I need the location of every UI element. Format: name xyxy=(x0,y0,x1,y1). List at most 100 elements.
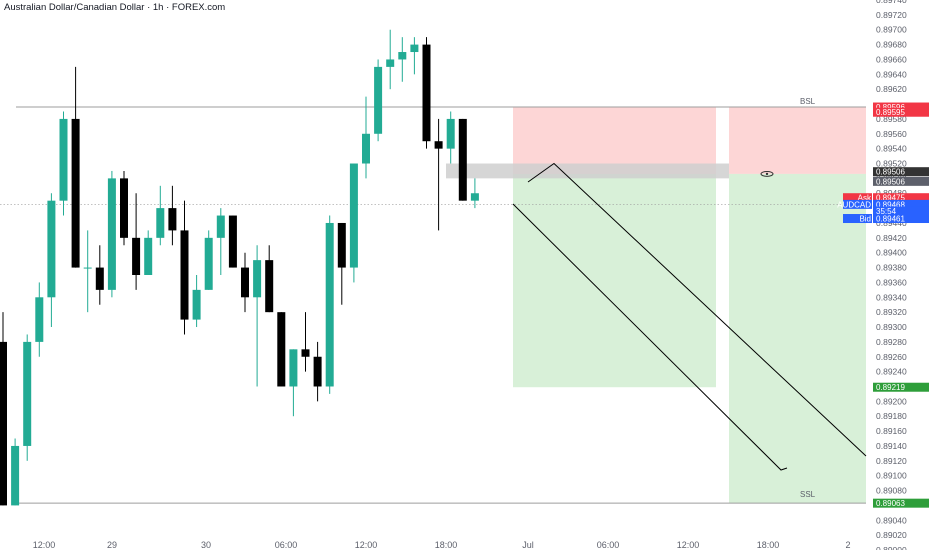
candle xyxy=(349,163,358,283)
y-tick-label: 0.89100 xyxy=(876,471,907,481)
price-tag-label-box xyxy=(843,193,872,203)
candle-body xyxy=(71,118,80,268)
eye-pupil xyxy=(765,172,769,176)
candle-body xyxy=(35,297,44,342)
x-tick-label: 18:00 xyxy=(757,540,780,550)
y-tick-label: 0.89720 xyxy=(876,10,907,20)
candle xyxy=(35,282,44,357)
y-tick-label: 0.89320 xyxy=(876,307,907,317)
candle-body xyxy=(204,237,213,290)
candle-body xyxy=(47,200,56,298)
price-tag-text: 0.89595 xyxy=(876,108,905,117)
candle xyxy=(144,230,153,275)
price-tag xyxy=(873,102,929,112)
price-tag-text: 0.89596 xyxy=(876,103,905,112)
candle xyxy=(325,215,334,394)
candle xyxy=(289,349,298,417)
y-tick-label: 0.89560 xyxy=(876,129,907,139)
y-tick-label: 0.89620 xyxy=(876,84,907,94)
candle xyxy=(0,312,7,506)
candle-body xyxy=(180,230,189,320)
candle xyxy=(446,111,455,164)
position-zones xyxy=(446,107,866,504)
candle xyxy=(47,193,56,328)
price-tag-text: 0.89506 xyxy=(876,168,905,177)
y-tick-label: 0.89000 xyxy=(876,545,907,550)
candle xyxy=(59,111,68,216)
candle xyxy=(265,245,274,313)
candle-body xyxy=(132,237,141,275)
projection-lines xyxy=(512,162,867,471)
price-tag xyxy=(873,176,929,186)
price-tag-text: 0.89219 xyxy=(876,383,905,392)
candle xyxy=(216,208,225,275)
candle xyxy=(23,334,32,461)
candle-body xyxy=(228,215,237,268)
y-tick-label: 0.89680 xyxy=(876,40,907,50)
candle-body xyxy=(277,312,286,387)
price-tag-text: 0.89461 xyxy=(876,215,905,224)
candle xyxy=(83,230,92,313)
candle-body xyxy=(241,267,249,298)
candle-body xyxy=(337,222,346,268)
price-axis: 0.89740 0.89720 0.89700 0.89680 0.89660 0.896… xyxy=(876,0,907,555)
time-axis: 12:00 29 30 06:00 12:00 18:00 Jul 06:00 12:00 18:… xyxy=(33,540,851,550)
candle xyxy=(422,37,431,149)
price-tag xyxy=(873,382,929,392)
price-tag xyxy=(873,193,929,203)
level-label-bsl: BSL xyxy=(800,97,816,106)
candle xyxy=(398,37,407,82)
target-zone xyxy=(513,173,716,388)
y-tick-label: 0.89340 xyxy=(876,292,907,302)
candle-body xyxy=(374,66,383,134)
candle-body xyxy=(23,341,32,446)
candle-body xyxy=(446,118,455,149)
y-tick-label: 0.89420 xyxy=(876,233,907,243)
candle xyxy=(132,193,141,290)
y-tick-label: 0.89280 xyxy=(876,337,907,347)
y-tick-label: 0.89700 xyxy=(876,25,907,35)
x-tick-label: 12:00 xyxy=(33,540,56,550)
candle xyxy=(386,29,395,90)
price-tag xyxy=(873,167,929,177)
candle xyxy=(434,118,443,231)
candle xyxy=(107,170,116,298)
candle-body xyxy=(470,193,479,201)
candle-body xyxy=(398,52,407,60)
candle-body xyxy=(386,59,395,67)
candle xyxy=(192,275,201,328)
candle-body xyxy=(325,222,334,387)
y-tick-label: 0.89180 xyxy=(876,411,907,421)
candle xyxy=(470,178,479,209)
price-tag-text: 35:54 xyxy=(876,207,897,216)
candle xyxy=(337,222,346,305)
y-tick-label: 0.89120 xyxy=(876,456,907,466)
price-tag-label-box xyxy=(843,214,872,224)
y-tick-label: 0.89080 xyxy=(876,486,907,496)
price-tag xyxy=(873,107,929,117)
candle xyxy=(71,66,80,268)
candle xyxy=(458,118,467,201)
candle-body xyxy=(11,445,20,506)
x-tick-label: 12:00 xyxy=(355,540,378,550)
candle-body xyxy=(156,208,165,238)
x-tick-label: 18:00 xyxy=(435,540,458,550)
x-tick-label: 2 xyxy=(845,540,850,550)
stop-zone xyxy=(729,107,866,174)
candle-body xyxy=(253,260,262,298)
candle xyxy=(156,185,165,246)
price-tag-text: 0.89475 xyxy=(876,194,905,203)
candle-body xyxy=(434,141,443,149)
y-tick-label: 0.89640 xyxy=(876,69,907,79)
price-tag xyxy=(873,498,929,508)
liquidity-levels: BSL SSL xyxy=(0,97,866,504)
candle-body xyxy=(59,118,68,201)
candle-body xyxy=(192,289,201,320)
x-tick-label: 30 xyxy=(201,540,211,550)
projection-line-lower xyxy=(512,203,788,471)
entry-box xyxy=(446,163,729,179)
candle xyxy=(204,230,213,290)
